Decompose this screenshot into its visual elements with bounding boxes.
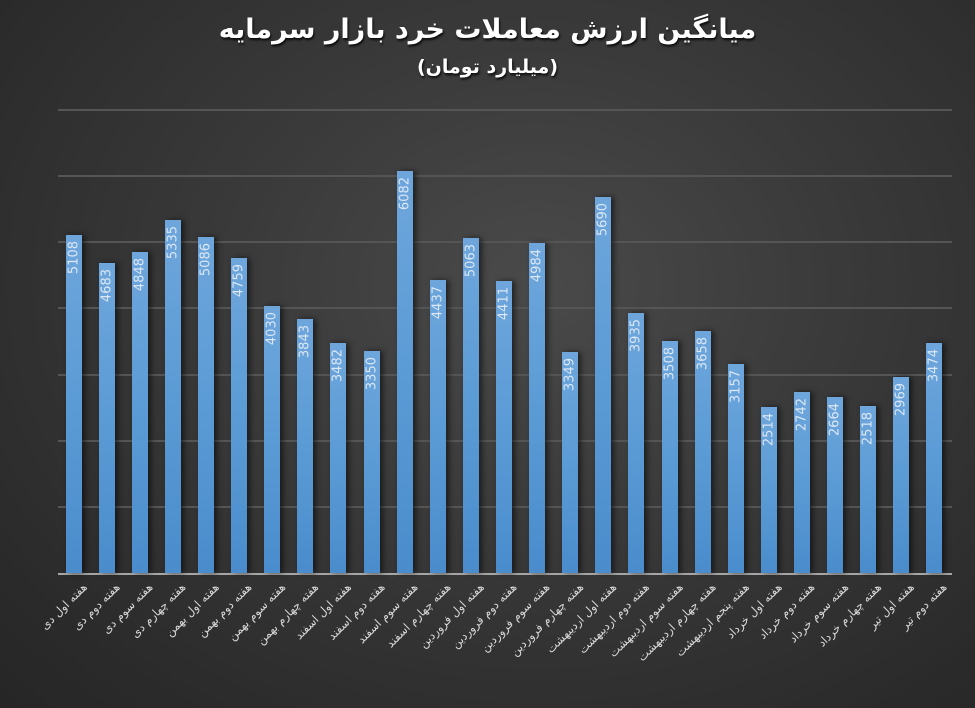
bar: 2664 [827, 396, 844, 573]
bar-value-label: 6082 [397, 176, 413, 210]
bar: 5063 [462, 238, 479, 573]
bar-value-label: 3157 [728, 370, 744, 404]
bar: 3935 [628, 312, 645, 573]
bar-value-label: 3508 [662, 346, 678, 381]
bar: 3349 [562, 351, 579, 573]
bar-value-label: 4759 [231, 264, 247, 298]
bar: 3658 [694, 331, 711, 573]
bar-value-label: 2514 [761, 412, 777, 446]
bar-value-label: 5690 [595, 202, 611, 236]
bar-value-label: 5063 [463, 244, 479, 278]
bar-value-label: 4683 [99, 269, 115, 303]
bar: 4848 [131, 252, 148, 573]
bar: 3843 [297, 318, 314, 573]
bar-value-label: 2664 [827, 402, 843, 436]
bar-value-label: 2742 [794, 397, 810, 431]
bar: 4411 [496, 281, 512, 573]
bar-value-label: 5335 [165, 226, 181, 260]
bar-value-label: 5086 [198, 242, 214, 276]
bar: 3474 [926, 343, 943, 573]
bar: 5335 [164, 220, 181, 573]
bar: 5086 [198, 236, 214, 573]
bar: 3482 [330, 342, 347, 573]
bar: 4030 [264, 306, 281, 573]
bar-value-label: 2518 [860, 412, 876, 446]
bar: 4984 [529, 243, 546, 573]
bar-value-label: 4848 [132, 258, 148, 292]
bar-value-label: 3350 [364, 357, 380, 391]
bar: 3157 [727, 364, 744, 573]
bar: 6082 [396, 170, 413, 573]
bar-value-label: 4437 [430, 285, 446, 319]
bar: 4683 [98, 263, 115, 573]
chart-subtitle: (میلیارد تومان) [417, 56, 558, 78]
bar-value-label: 4984 [529, 249, 545, 283]
gridline [58, 109, 952, 111]
bar: 5108 [65, 235, 82, 573]
chart-title: میانگین ارزش معاملات خرد بازار سرمایه [218, 14, 757, 45]
bar: 4759 [231, 258, 248, 573]
bar: 2514 [760, 406, 777, 573]
bar-value-label: 3474 [926, 349, 942, 383]
bar: 2969 [893, 376, 910, 573]
bar-value-label: 4030 [264, 312, 280, 346]
bar: 2518 [860, 406, 877, 573]
bar: 4437 [429, 279, 446, 573]
bar: 3508 [661, 340, 678, 573]
bar-value-label: 3349 [562, 357, 578, 391]
bar: 3350 [363, 351, 380, 573]
bar-value-label: 3935 [628, 318, 644, 352]
bar-value-label: 3658 [695, 337, 711, 371]
bar: 5690 [595, 196, 612, 573]
bar-value-label: 2969 [893, 382, 909, 416]
gridline [58, 175, 952, 178]
x-axis-line [58, 573, 952, 575]
bar-value-label: 4411 [496, 287, 512, 321]
bar: 2742 [794, 391, 810, 573]
bar-value-label: 3843 [297, 324, 313, 358]
gridline [58, 241, 952, 244]
bar-value-label: 5108 [66, 241, 82, 275]
bar-value-label: 3482 [330, 348, 346, 382]
plot-area: 5108 4683 4848 5335 5086 4759 4030 3843 3482 3350… [58, 109, 952, 575]
